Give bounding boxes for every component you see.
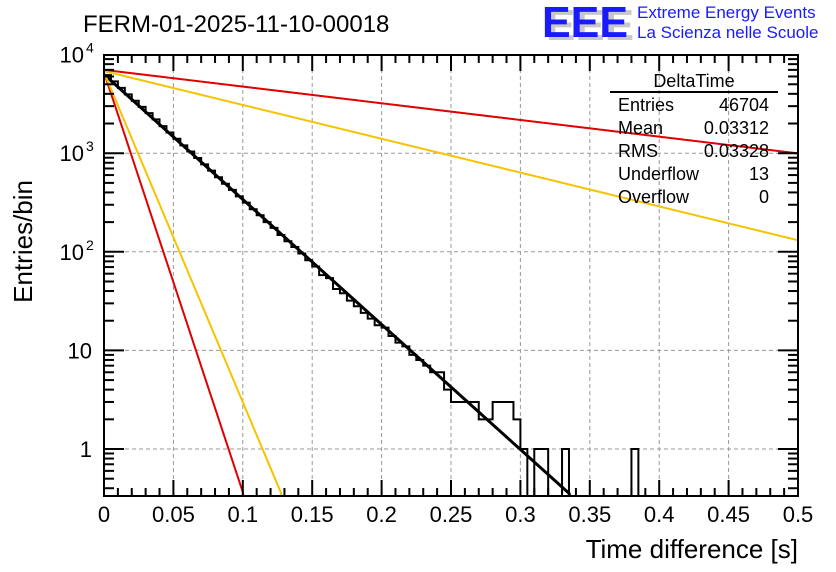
stats-label: RMS — [618, 141, 658, 161]
x-tick-label: 0.05 — [152, 502, 195, 527]
stats-box: DeltaTime Entries 46704 Mean 0.03312 RMS 0.03… — [610, 71, 778, 207]
x-tick-label: 0.25 — [430, 502, 473, 527]
stats-value: 0 — [759, 187, 769, 207]
eee-logo: EEE EEE Extreme Energy Events La Scienza… — [542, 0, 818, 50]
logo-letters: EEE — [542, 0, 628, 47]
histogram — [104, 74, 798, 497]
x-tick-label: 0.5 — [783, 502, 814, 527]
x-tick-label: 0.3 — [505, 502, 536, 527]
x-tick-label: 0.45 — [707, 502, 750, 527]
stats-value: 46704 — [719, 95, 769, 115]
y-tick-label: 10 — [60, 141, 84, 166]
x-tick-label: 0 — [98, 502, 110, 527]
fit-red-slow — [103, 68, 799, 155]
fit-yellow-slow — [103, 70, 799, 242]
x-tick-label: 0.2 — [366, 502, 397, 527]
stats-label: Overflow — [618, 187, 690, 207]
x-tick-label: 0.15 — [291, 502, 334, 527]
histogram-outline — [104, 74, 798, 497]
x-tick-label: 0.35 — [568, 502, 611, 527]
y-tick-exponent: 2 — [86, 237, 94, 253]
stats-title: DeltaTime — [653, 71, 734, 91]
logo-line1: Extreme Energy Events — [637, 3, 816, 22]
stats-value: 0.03328 — [704, 141, 769, 161]
stats-label: Underflow — [618, 164, 700, 184]
x-tick-labels: 0 0.05 0.1 0.15 0.2 0.25 0.3 0.35 0.4 0.45 0.5 — [98, 502, 813, 527]
y-tick-exponent: 4 — [86, 40, 94, 56]
logo-letters-shadow: EEE — [546, 1, 634, 50]
stats-value: 13 — [749, 164, 769, 184]
fit-yellow-steep — [103, 72, 283, 497]
x-tick-label: 0.1 — [228, 502, 259, 527]
grid — [104, 54, 798, 496]
y-tick-exponent: 3 — [86, 138, 94, 154]
axis-ticks — [103, 55, 799, 496]
fit-red-steep — [103, 72, 245, 497]
y-tick-label: 10 — [60, 240, 84, 265]
y-tick-label: 10 — [68, 338, 92, 363]
y-tick-label: 1 — [80, 437, 92, 462]
chart-title: FERM-01-2025-11-10-00018 — [83, 11, 389, 38]
logo-line2: La Scienza nelle Scuole — [637, 23, 818, 42]
y-tick-label: 10 — [60, 43, 84, 68]
x-axis-title: Time difference [s] — [586, 534, 798, 564]
stats-label: Entries — [618, 95, 674, 115]
y-axis-title: Entries/bin — [8, 180, 38, 303]
x-tick-label: 0.4 — [644, 502, 675, 527]
stats-value: 0.03312 — [704, 118, 769, 138]
stats-label: Mean — [618, 118, 663, 138]
